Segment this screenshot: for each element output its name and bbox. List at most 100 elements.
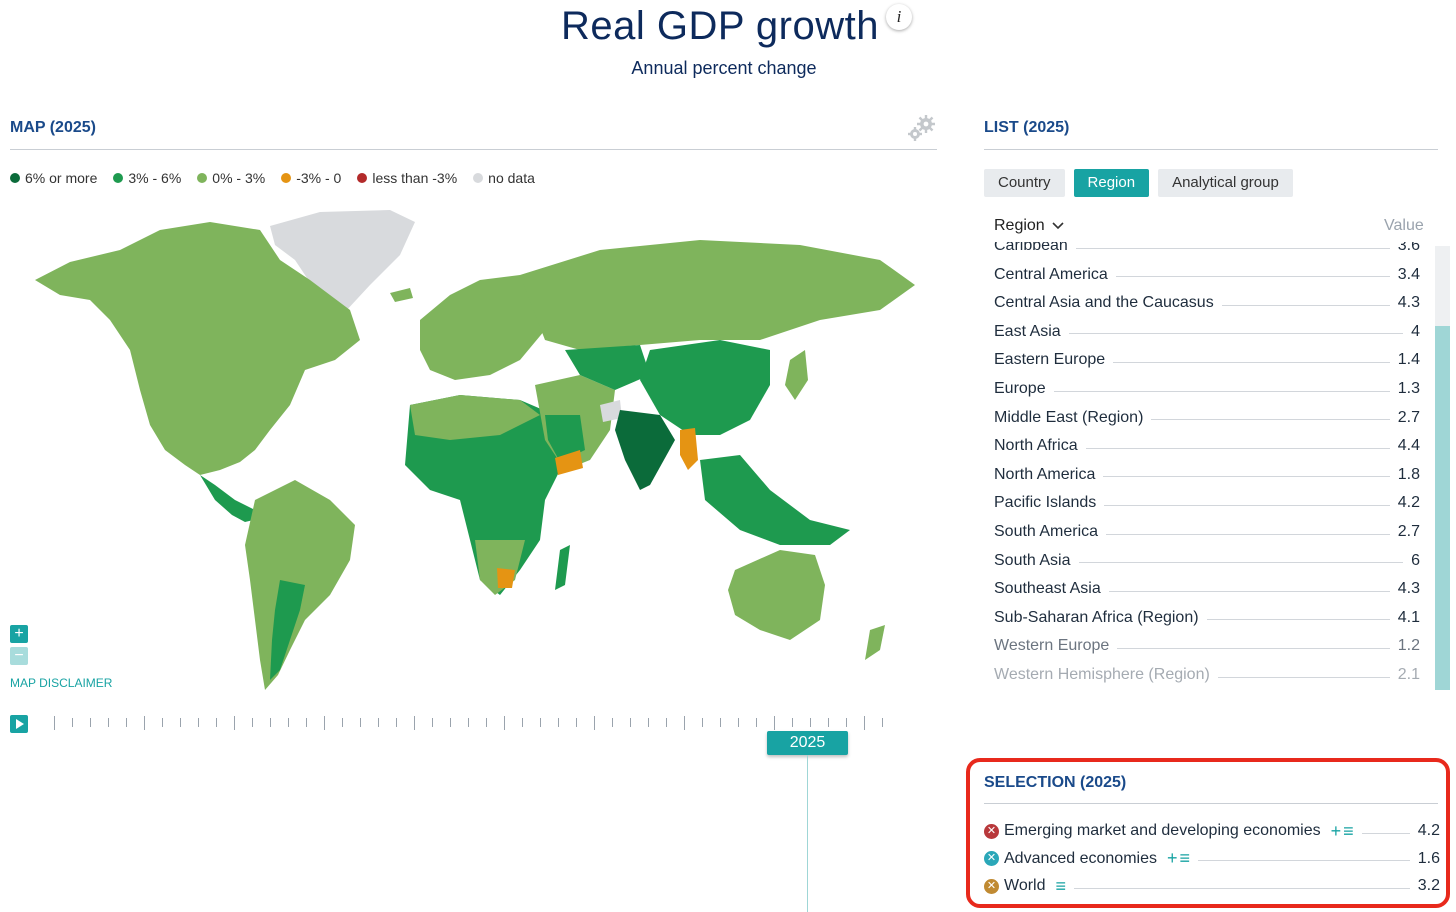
list-item[interactable]: South Asia 6 (994, 547, 1420, 575)
legend-item[interactable]: 3% - 6% (113, 170, 181, 186)
timeline-tick (216, 718, 217, 727)
list-item[interactable]: Western Hemisphere (Region) 2.1 (994, 661, 1420, 688)
map-disclaimer-link[interactable]: MAP DISCLAIMER (10, 676, 113, 690)
legend-item[interactable]: no data (473, 170, 535, 186)
play-button[interactable] (10, 715, 28, 733)
remove-selection-icon[interactable]: ✕ (984, 851, 999, 866)
timeline-year-handle[interactable]: 2025 (767, 731, 848, 755)
map-region-yemen (555, 450, 583, 475)
list-item-value: 1.3 (1397, 380, 1420, 397)
selection-item-actions-icon[interactable]: ≡ (1055, 875, 1069, 896)
map-region-india (615, 410, 675, 490)
list-item-name: Eastern Europe (994, 351, 1106, 369)
gear-icon[interactable] (906, 114, 936, 144)
timeline-tick (144, 716, 145, 730)
list-item-value: 4.3 (1397, 294, 1420, 312)
list-item-value: 2.1 (1397, 666, 1420, 683)
list-item[interactable]: East Asia 4 (994, 318, 1420, 346)
list-item[interactable]: Central America 3.4 (994, 261, 1420, 289)
legend-swatch (113, 173, 124, 183)
list-item[interactable]: North America 1.8 (994, 461, 1420, 489)
list-item-leader (1108, 590, 1390, 592)
tab-region[interactable]: Region (1073, 169, 1150, 197)
list-item-value: 4.3 (1397, 580, 1420, 598)
remove-selection-icon[interactable]: ✕ (984, 878, 999, 894)
timeline-tick (342, 718, 343, 727)
map-divider (10, 149, 937, 150)
timeline-tick (324, 716, 325, 730)
timeline-tick (630, 718, 631, 727)
legend-item[interactable]: 6% or more (10, 170, 97, 186)
list-item-value: 2.7 (1397, 523, 1420, 540)
list-item-leader (1104, 504, 1390, 506)
list-item[interactable]: Middle East (Region) 2.7 (994, 404, 1420, 432)
list-item-leader (1217, 676, 1390, 678)
selection-item[interactable]: ✕ World ≡ 3.2 (984, 874, 1440, 898)
list-item[interactable]: Eastern Europe 1.4 (994, 346, 1420, 374)
legend-item[interactable]: -3% - 0 (281, 170, 341, 186)
timeline-tick (108, 718, 109, 727)
list-item[interactable]: Western Europe 1.2 (994, 632, 1420, 660)
info-icon[interactable]: i (886, 4, 912, 30)
list-item[interactable]: Sub-Saharan Africa (Region) 4.1 (994, 604, 1420, 632)
selection-item-name: World (1004, 877, 1046, 894)
legend-label: no data (488, 170, 535, 186)
region-column-header[interactable]: Region (994, 217, 1064, 235)
timeline-tick (882, 718, 883, 727)
timeline-tick (648, 718, 649, 727)
timeline-tick (702, 718, 703, 727)
map-region-greenland (270, 210, 415, 315)
timeline-tick (180, 718, 181, 727)
list-item[interactable]: North Africa 4.4 (994, 432, 1420, 460)
legend-swatch (473, 173, 484, 183)
timeline-tick (396, 718, 397, 727)
list-tabs: Country Region Analytical group (984, 169, 1293, 197)
zoom-out-button[interactable]: − (10, 647, 28, 665)
list-item-name: North America (994, 465, 1096, 483)
region-list[interactable]: Caribbean 3.6 Central America 3.4 Central As… (984, 242, 1430, 688)
tab-country[interactable]: Country (984, 169, 1065, 197)
timeline-tick (558, 718, 559, 727)
selection-item-name: Emerging market and developing economies (1004, 822, 1321, 839)
zoom-in-button[interactable]: + (10, 625, 28, 643)
legend-swatch (197, 173, 208, 183)
list-scrollbar-thumb[interactable] (1435, 326, 1450, 690)
selection-item-value: 1.6 (1417, 849, 1440, 867)
remove-selection-icon[interactable]: ✕ (984, 823, 999, 839)
list-item[interactable]: Caribbean 3.6 (994, 242, 1420, 260)
timeline-slider[interactable] (36, 714, 896, 734)
list-item-name: Middle East (Region) (994, 408, 1144, 426)
legend-item[interactable]: less than -3% (357, 170, 457, 186)
list-item[interactable]: South America 2.7 (994, 518, 1420, 546)
selection-item-actions-icon[interactable]: +≡ (1166, 848, 1192, 868)
legend-swatch (357, 173, 368, 183)
map-region-madagascar (555, 545, 570, 590)
value-column-header[interactable]: Value (1384, 217, 1424, 234)
timeline-tick (738, 718, 739, 727)
map-region-central-america (200, 475, 262, 522)
timeline-tick (756, 718, 757, 727)
list-item-leader (1113, 361, 1390, 363)
selection-item[interactable]: ✕ Advanced economies +≡ 1.6 (984, 847, 1440, 871)
selection-item-actions-icon[interactable]: +≡ (1330, 820, 1356, 841)
map-region-russia (520, 240, 915, 350)
list-item-value: 4.4 (1397, 437, 1420, 455)
map-region-central-asia (565, 345, 650, 390)
list-divider (984, 149, 1438, 150)
selection-item[interactable]: ✕ Emerging market and developing economie… (984, 819, 1440, 843)
list-item[interactable]: Central Asia and the Caucasus 4.3 (994, 289, 1420, 317)
timeline-tick (468, 718, 469, 727)
list-section-title: LIST (2025) (984, 119, 1070, 136)
map-region-saudi (545, 415, 585, 462)
chevron-down-icon (1052, 222, 1064, 230)
legend-item[interactable]: 0% - 3% (197, 170, 265, 186)
list-item[interactable]: Pacific Islands 4.2 (994, 489, 1420, 517)
map-region-australia (728, 550, 825, 640)
world-map[interactable] (0, 200, 940, 700)
tab-analytical-group[interactable]: Analytical group (1158, 169, 1293, 197)
list-item[interactable]: Southeast Asia 4.3 (994, 575, 1420, 603)
map-region-iceland (390, 288, 413, 302)
legend-label: 0% - 3% (212, 170, 266, 186)
list-item[interactable]: Europe 1.3 (994, 375, 1420, 403)
selection-highlight-box (966, 758, 1450, 908)
